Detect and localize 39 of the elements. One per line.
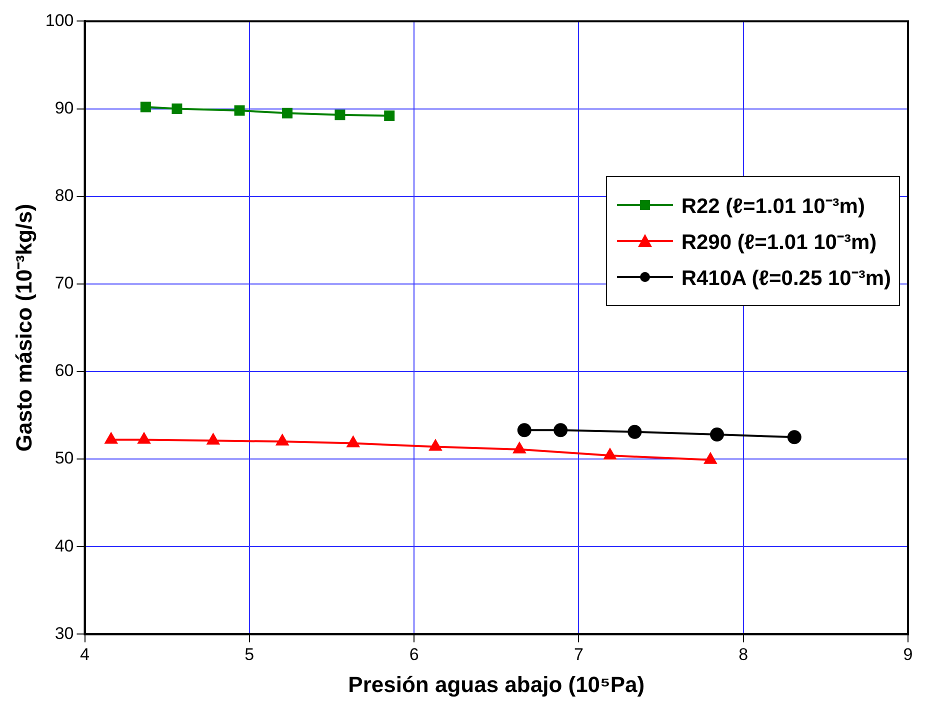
y-tick-label: 80 bbox=[54, 186, 74, 206]
x-tick-label: 6 bbox=[409, 645, 419, 664]
x-tick-label: 9 bbox=[903, 645, 913, 664]
point bbox=[276, 434, 289, 446]
legend-label: R410A (ℓ=0.25 10⁻³m) bbox=[681, 266, 891, 291]
x-tick-label: 7 bbox=[574, 645, 584, 664]
x-tick-label: 4 bbox=[80, 645, 90, 664]
y-tick-label: 50 bbox=[54, 448, 74, 468]
point bbox=[104, 432, 118, 444]
point bbox=[604, 448, 616, 460]
point bbox=[554, 423, 568, 438]
point bbox=[234, 105, 245, 116]
y-tick-label: 70 bbox=[54, 274, 74, 293]
y-tick-label: 40 bbox=[54, 536, 74, 556]
y-axis-title: Gasto másico (10⁻³kg/s) bbox=[11, 204, 36, 452]
y-tick-label: 60 bbox=[54, 361, 74, 380]
point bbox=[206, 434, 220, 445]
point bbox=[787, 430, 802, 444]
x-tick-label: 5 bbox=[244, 645, 254, 664]
point bbox=[334, 110, 346, 120]
point bbox=[710, 428, 724, 442]
point bbox=[517, 423, 532, 438]
point bbox=[346, 436, 360, 448]
point bbox=[138, 432, 150, 444]
y-tick-label: 30 bbox=[54, 624, 74, 643]
point bbox=[282, 108, 293, 118]
point bbox=[429, 440, 442, 451]
point bbox=[628, 424, 642, 439]
x-tick-label: 8 bbox=[738, 645, 748, 664]
y-tick-label: 90 bbox=[54, 98, 74, 118]
legend-label: R22 (ℓ=1.01 10⁻³m) bbox=[681, 194, 865, 219]
legend-label: R290 (ℓ=1.01 10⁻³m) bbox=[681, 230, 877, 255]
point bbox=[172, 104, 182, 114]
x-axis-title: Presión aguas abajo (10⁵Pa) bbox=[348, 672, 645, 697]
point bbox=[140, 102, 151, 112]
point bbox=[384, 110, 395, 122]
y-tick-label: 100 bbox=[45, 10, 74, 30]
point bbox=[704, 452, 717, 464]
point bbox=[513, 442, 526, 454]
